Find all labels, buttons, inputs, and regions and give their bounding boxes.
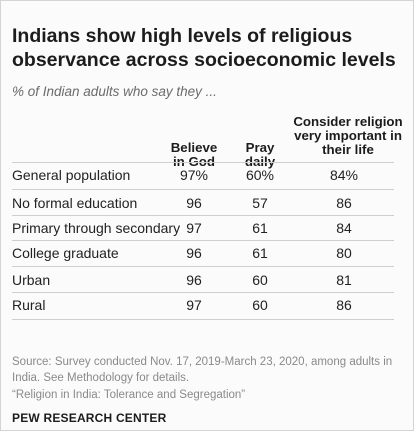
column-header-line: very important in	[294, 128, 402, 143]
row-label-rural: Rural	[12, 297, 46, 313]
column-header-line: in God	[172, 154, 216, 169]
report-title-note: “Religion in India: Tolerance and Segreg…	[12, 389, 246, 401]
column-header-line: Pray	[245, 140, 275, 155]
source-note: Source: Survey conducted Nov. 17, 2019-M…	[12, 356, 393, 384]
column-header-line: daily	[244, 154, 276, 169]
row-label-no-formal-education: No formal education	[12, 195, 138, 211]
row-label-general-population: General population	[12, 167, 131, 183]
data-cell: 96	[186, 272, 202, 288]
data-cell: 84	[336, 220, 352, 236]
column-header-believe-in-god: Believe in God	[164, 141, 224, 169]
data-cell: 61	[252, 220, 268, 236]
group-divider	[12, 266, 394, 267]
row-label-urban: Urban	[12, 272, 51, 288]
column-header-line: their life	[322, 142, 374, 157]
row-divider	[12, 240, 394, 241]
column-header-line: Believe	[170, 140, 218, 155]
column-header-religion-important: Consider religion very important in thei…	[283, 115, 413, 157]
data-cell: 86	[336, 195, 352, 211]
row-label-primary-through-secondary: Primary through secondary	[12, 220, 181, 236]
data-cell: 86	[336, 297, 352, 313]
data-cell: 97	[186, 297, 202, 313]
data-cell: 96	[186, 195, 202, 211]
pew-research-center-logo-text: PEW RESEARCH CENTER	[12, 411, 167, 425]
chart-title: Indians show high levels of religious ob…	[12, 25, 396, 71]
data-cell: 80	[336, 245, 352, 261]
data-cell: 96	[186, 245, 202, 261]
table-bottom-rule	[12, 319, 394, 320]
data-cell: 60%	[245, 167, 275, 183]
row-label-college-graduate: College graduate	[12, 245, 119, 261]
data-cell: 81	[336, 272, 352, 288]
column-header-pray-daily: Pray daily	[233, 141, 287, 169]
row-divider	[12, 292, 394, 293]
data-cell: 97	[186, 220, 202, 236]
chart-subtitle: % of Indian adults who say they ...	[12, 84, 217, 99]
data-cell: 60	[252, 297, 268, 313]
data-cell: 84%	[329, 167, 359, 183]
data-cell: 57	[252, 195, 268, 211]
data-cell: 61	[252, 245, 268, 261]
row-divider	[12, 215, 394, 216]
group-divider	[12, 189, 394, 190]
data-cell: 97%	[179, 167, 209, 183]
column-header-line: Consider religion	[293, 114, 403, 129]
data-cell: 60	[252, 272, 268, 288]
header-divider	[12, 162, 394, 163]
